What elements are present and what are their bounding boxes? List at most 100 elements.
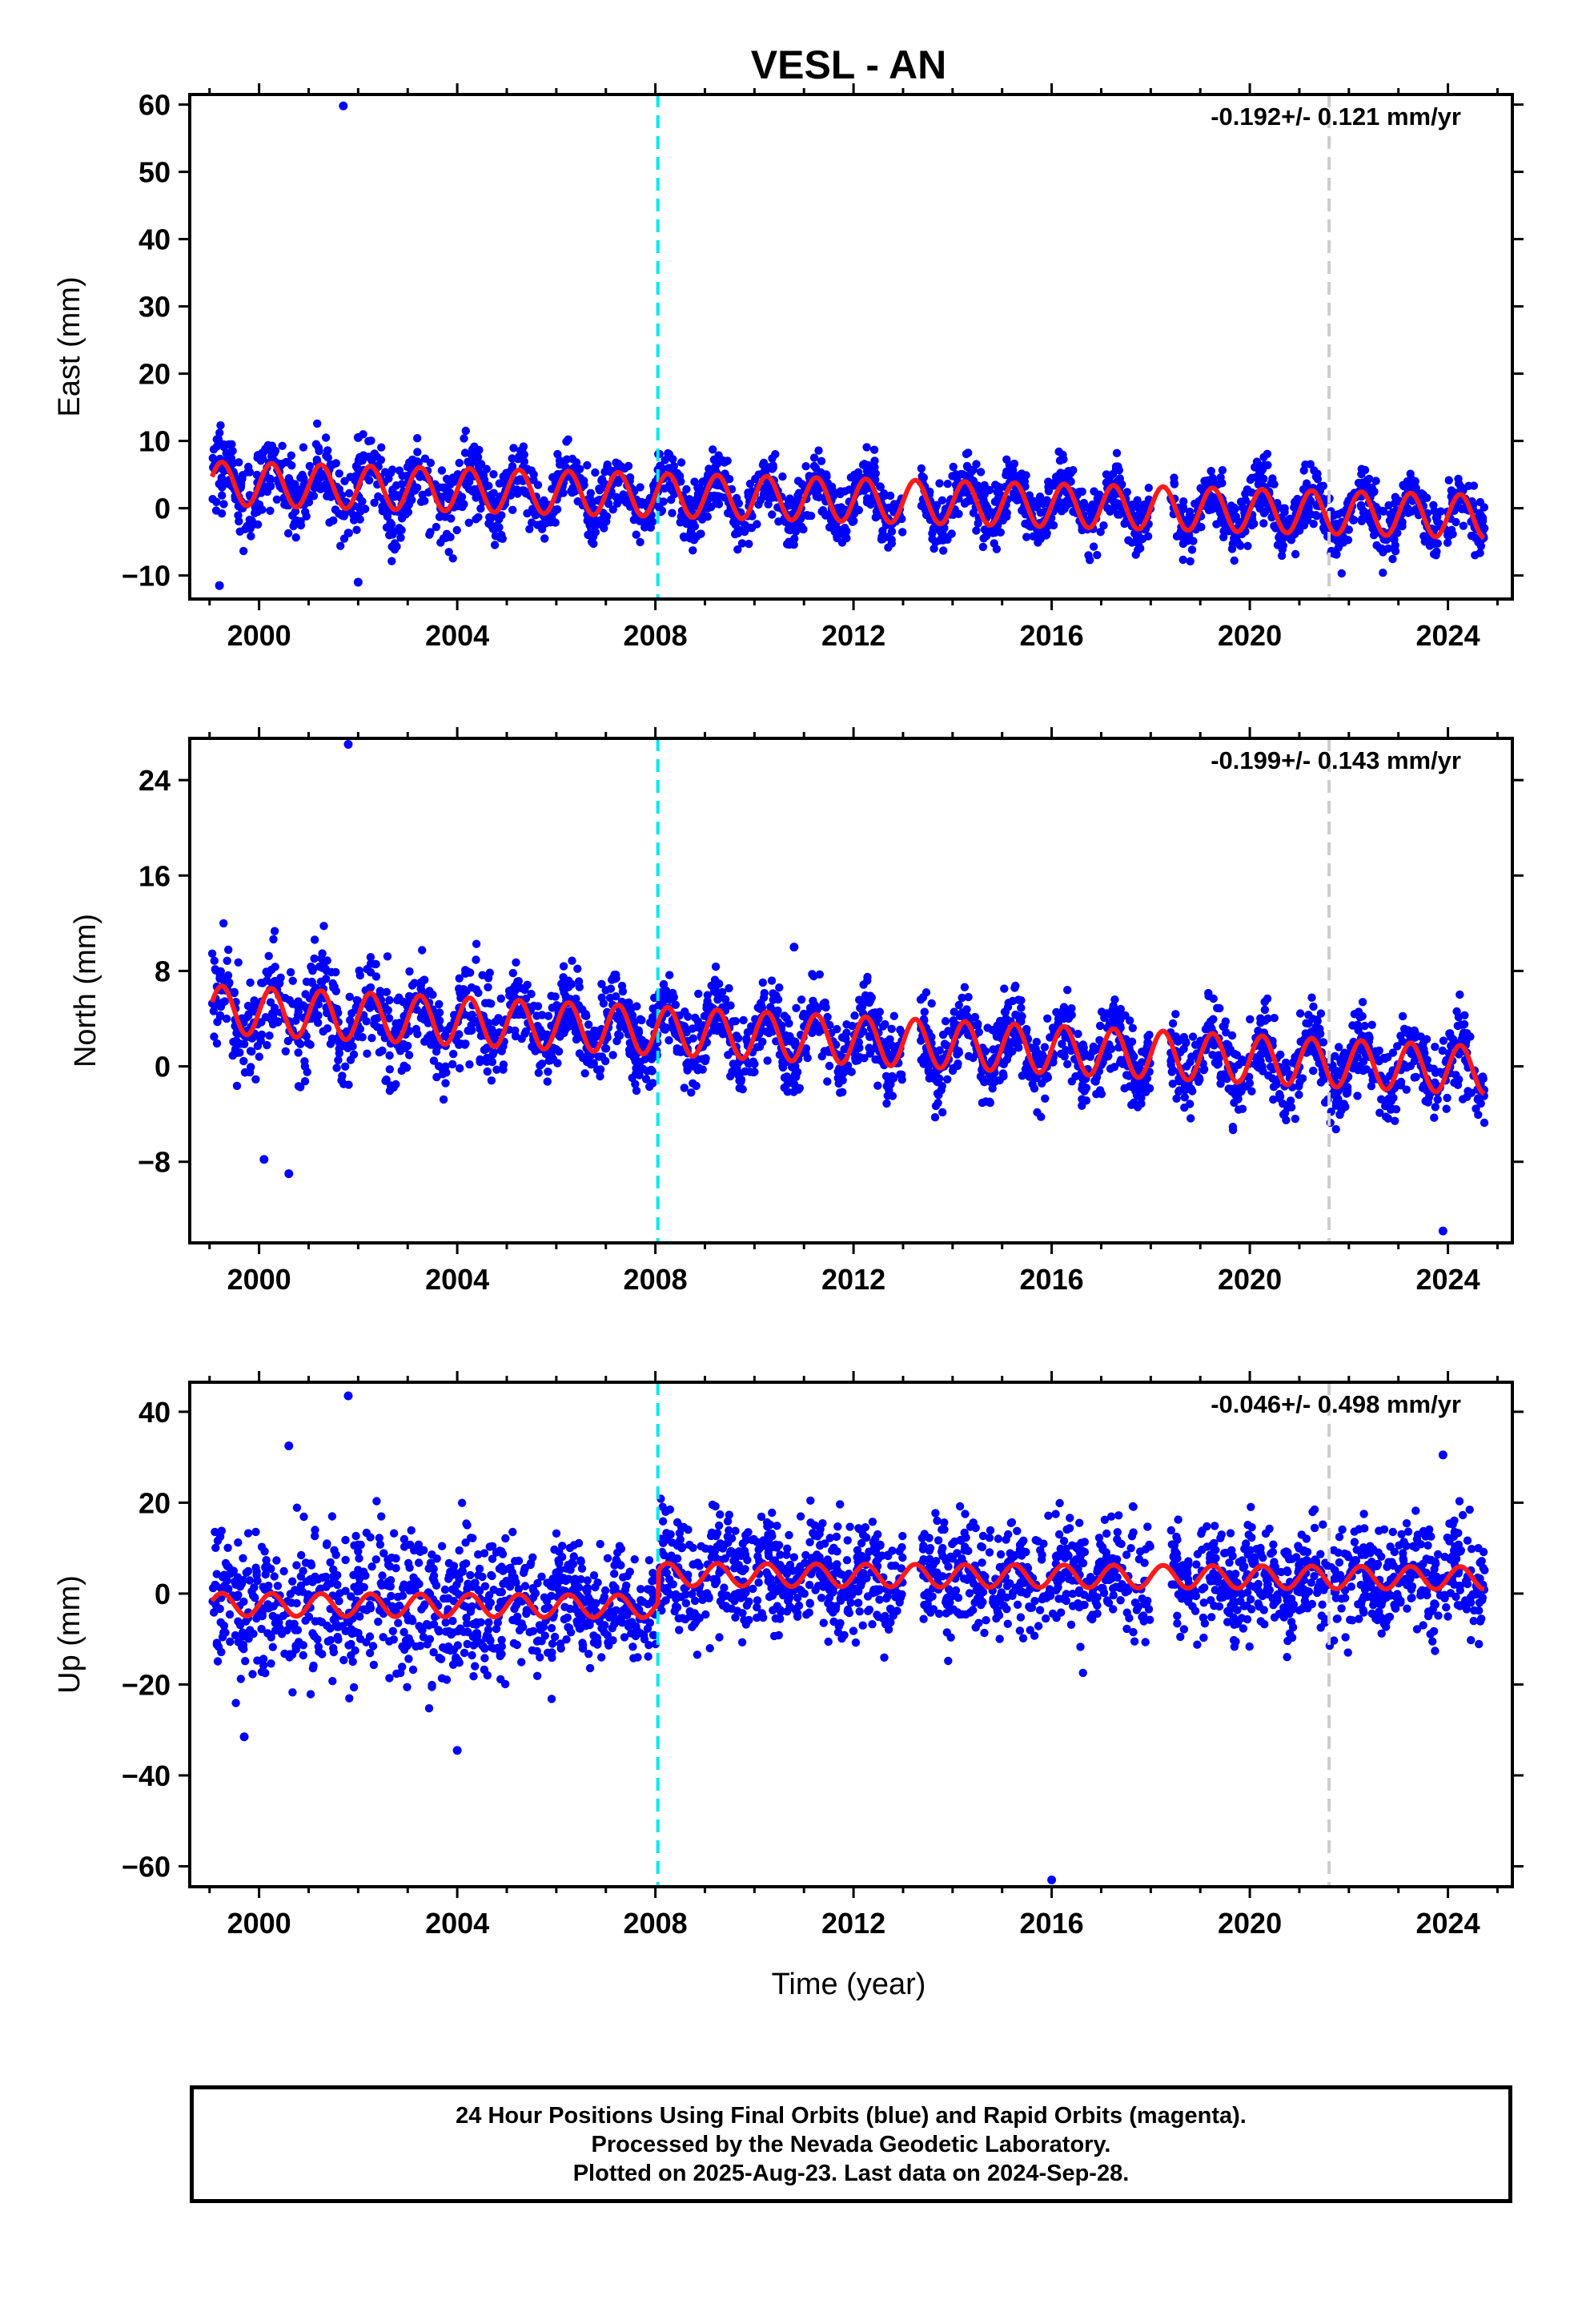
y-tick-label: 10 (139, 425, 171, 458)
data-point (1375, 1108, 1384, 1117)
data-point (673, 1047, 681, 1056)
data-point (1022, 1025, 1031, 1034)
data-point (1058, 1039, 1066, 1048)
data-point (614, 1030, 623, 1039)
data-point (825, 1061, 834, 1071)
data-point (460, 434, 468, 443)
data-point (739, 1015, 748, 1025)
data-point (1138, 1058, 1146, 1067)
data-point (1058, 1009, 1067, 1018)
data-point (484, 481, 493, 490)
data-point (733, 525, 742, 534)
data-point (335, 509, 343, 518)
data-point (1111, 462, 1121, 471)
data-point (764, 493, 773, 501)
data-point (658, 995, 668, 1004)
data-point (1431, 1078, 1439, 1088)
data-point (219, 919, 228, 928)
data-point (472, 493, 480, 502)
data-point (349, 511, 358, 520)
data-point (398, 471, 407, 480)
data-point (1251, 1059, 1260, 1069)
data-point (665, 1035, 673, 1045)
data-point (745, 540, 753, 549)
data-point (386, 1081, 396, 1090)
data-point (377, 443, 386, 452)
data-point (930, 1113, 940, 1122)
data-point (992, 545, 1002, 553)
data-point (1309, 1002, 1318, 1011)
data-point (583, 460, 592, 470)
data-point (1038, 1079, 1046, 1088)
data-point (449, 1049, 458, 1059)
data-point (814, 493, 824, 502)
data-point (464, 485, 474, 493)
data-point (1350, 516, 1359, 525)
data-point (552, 1001, 561, 1010)
data-point (1403, 483, 1411, 493)
data-point (514, 977, 523, 986)
data-point (624, 461, 633, 471)
data-point (1145, 1031, 1154, 1039)
data-point (1166, 1060, 1175, 1069)
data-point (793, 476, 803, 485)
data-point (339, 1080, 348, 1088)
data-point (876, 482, 885, 491)
data-point (823, 1077, 832, 1086)
data-point (310, 935, 319, 944)
data-point (1445, 1029, 1455, 1038)
data-point (272, 495, 282, 504)
data-point (1074, 1029, 1082, 1039)
data-point (309, 964, 318, 974)
data-point (264, 951, 273, 961)
data-point (1255, 477, 1264, 486)
data-point (979, 496, 988, 505)
data-point (1448, 529, 1457, 539)
data-point (1144, 1039, 1153, 1048)
data-point (837, 538, 847, 547)
data-point (668, 509, 677, 517)
data-point (540, 534, 549, 543)
data-point (1359, 507, 1368, 516)
data-point (601, 1044, 611, 1053)
data-point (231, 1036, 240, 1046)
data-point (1187, 1052, 1196, 1061)
data-point (420, 454, 430, 463)
data-point (382, 1075, 391, 1084)
data-point (1113, 499, 1122, 508)
data-point (568, 956, 576, 965)
data-point (1438, 1046, 1447, 1055)
data-point (341, 1042, 350, 1051)
data-point (1419, 1081, 1428, 1090)
data-point (597, 475, 607, 484)
data-point (1462, 1037, 1471, 1047)
plot-frame (188, 93, 1514, 601)
data-point (1260, 997, 1269, 1007)
data-point (428, 990, 437, 999)
x-tick-label: 2000 (227, 619, 291, 652)
data-point (472, 985, 481, 994)
data-point (353, 464, 362, 472)
data-point (346, 472, 355, 481)
data-point (215, 480, 223, 489)
data-point (1379, 507, 1388, 516)
data-point (390, 539, 400, 548)
data-point (726, 1001, 735, 1010)
data-point (869, 445, 879, 454)
y-tick-label: 60 (139, 89, 171, 122)
data-point (1168, 1019, 1178, 1028)
data-point (809, 453, 819, 462)
data-point (825, 523, 834, 532)
data-point (785, 1019, 793, 1028)
data-point (1211, 504, 1219, 513)
data-point (353, 996, 362, 1005)
data-point (386, 468, 396, 477)
data-point (920, 1007, 930, 1016)
data-point (711, 962, 721, 971)
data-point (319, 922, 328, 931)
data-point (920, 1052, 929, 1061)
data-point (345, 489, 354, 498)
data-point (691, 1013, 700, 1023)
data-point (1010, 983, 1019, 992)
data-point (797, 995, 806, 1004)
